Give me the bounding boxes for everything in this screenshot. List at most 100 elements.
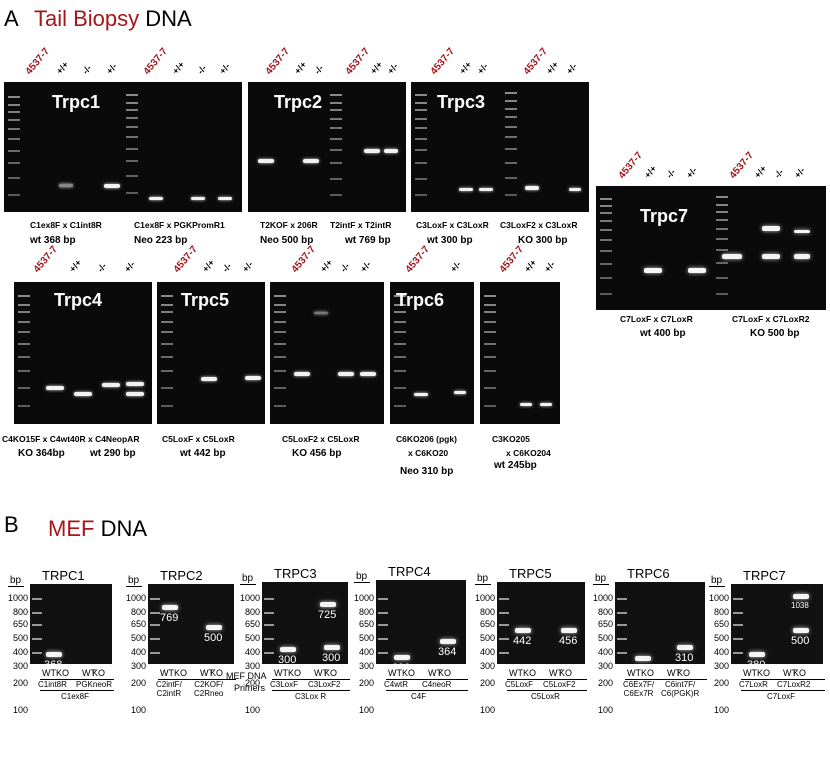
bp-tick: 200 <box>12 678 28 688</box>
lane-label: +/+ <box>457 59 474 76</box>
primer-common: C7LoxF <box>767 692 796 701</box>
bp-label: bp <box>711 575 723 586</box>
bp-tick: 500 <box>12 633 28 643</box>
caption: C3KO205 <box>492 434 530 444</box>
bp-tick: 200 <box>358 678 374 688</box>
bp-tick: 650 <box>244 619 260 629</box>
band <box>46 652 62 657</box>
band <box>338 372 354 376</box>
band <box>162 605 178 610</box>
ladder-band <box>733 624 743 626</box>
ladder-band <box>499 612 509 614</box>
band <box>762 226 780 231</box>
ladder-band <box>264 624 274 626</box>
ladder-band <box>378 638 388 640</box>
caption: T2KOF x 206R <box>260 220 318 230</box>
lane-label: +/+ <box>752 163 769 180</box>
ladder-band <box>264 638 274 640</box>
bp-underline <box>126 586 142 587</box>
gel-trpc5: Trpc5 <box>157 282 265 424</box>
band <box>569 188 581 191</box>
band <box>454 391 466 394</box>
band <box>364 149 380 153</box>
band <box>59 184 73 187</box>
ladder-band <box>617 624 627 626</box>
gel-trpc6: Trpc6 <box>390 282 474 424</box>
ladder-band <box>499 652 509 654</box>
caption: KO 364bp <box>18 448 65 459</box>
lane-label: +/+ <box>292 59 309 76</box>
panel-b-letter: B <box>4 512 19 537</box>
band-size: 769 <box>160 612 179 624</box>
band-size: 290 <box>392 662 410 664</box>
genotype-label: WT <box>667 668 681 678</box>
bp-tick: 100 <box>130 705 146 715</box>
band <box>644 268 662 273</box>
bp-tick: 200 <box>713 678 729 688</box>
bp-tick: 650 <box>130 619 146 629</box>
primer-common: C3Lox R <box>295 692 327 701</box>
band <box>191 197 205 200</box>
ladder-band <box>378 598 388 600</box>
bp-tick: 650 <box>12 619 28 629</box>
primer-label: C7LoxR2 <box>777 680 811 689</box>
gel-trpc5-ko <box>270 282 384 424</box>
caption: wt 442 bp <box>180 448 226 459</box>
band <box>201 377 217 381</box>
bp-underline <box>475 584 491 585</box>
band <box>126 392 144 396</box>
ladder-band <box>499 638 509 640</box>
caption: x C6KO20 <box>408 448 449 458</box>
ladder <box>274 288 286 418</box>
ladder-band <box>733 652 743 654</box>
divider <box>507 679 587 680</box>
gel-title: Trpc1 <box>52 92 101 112</box>
bp-tick: 400 <box>597 647 613 657</box>
lane-label: +/- <box>564 61 579 76</box>
bp-label: bp <box>356 571 368 582</box>
bp-tick: 400 <box>713 647 729 657</box>
bp-underline <box>709 586 725 587</box>
ladder-band <box>264 652 274 654</box>
bp-tick: 1000 <box>708 593 729 603</box>
ladder-band <box>378 624 388 626</box>
lane-label: -/- <box>220 261 234 274</box>
genotype-label: WT <box>428 668 442 678</box>
band <box>46 386 64 390</box>
band <box>762 254 780 259</box>
lane-label: +/- <box>475 61 490 76</box>
band <box>525 186 539 190</box>
ladder <box>8 90 20 205</box>
bp-tick: 200 <box>244 678 260 688</box>
lane-label: +/+ <box>54 59 71 76</box>
lane-label: -/- <box>195 63 209 76</box>
lane-label: +/- <box>792 165 807 180</box>
bp-tick: 1000 <box>353 593 374 603</box>
genotype-label: WT <box>200 668 214 678</box>
band-size: 368 <box>44 659 62 664</box>
ladder-band <box>32 638 42 640</box>
bp-tick: 800 <box>130 607 146 617</box>
primer-label: C4neoR <box>422 680 452 689</box>
genotype-label: WT <box>743 668 757 678</box>
ladder <box>330 88 342 206</box>
divider <box>386 679 468 680</box>
gel-trpc1: Trpc1 <box>4 82 242 212</box>
bp-tick: 500 <box>244 633 260 643</box>
primer-label: C4wtR <box>384 680 409 689</box>
bp-tick: 400 <box>12 647 28 657</box>
ladder-band <box>733 598 743 600</box>
ladder-band <box>150 598 160 600</box>
gel-title: Trpc2 <box>274 92 323 112</box>
band <box>749 652 765 657</box>
ladder-band <box>150 638 160 640</box>
lane-label: -/- <box>312 63 326 76</box>
ladder-band <box>32 624 42 626</box>
band <box>479 188 493 191</box>
primer-label: C5LoxF <box>505 680 534 689</box>
lane-label: +/+ <box>522 257 539 274</box>
lane-label: -/- <box>95 261 109 274</box>
ladder-band <box>499 598 509 600</box>
mef-gel: 245 310 <box>615 582 705 664</box>
bp-tick: 650 <box>479 619 495 629</box>
